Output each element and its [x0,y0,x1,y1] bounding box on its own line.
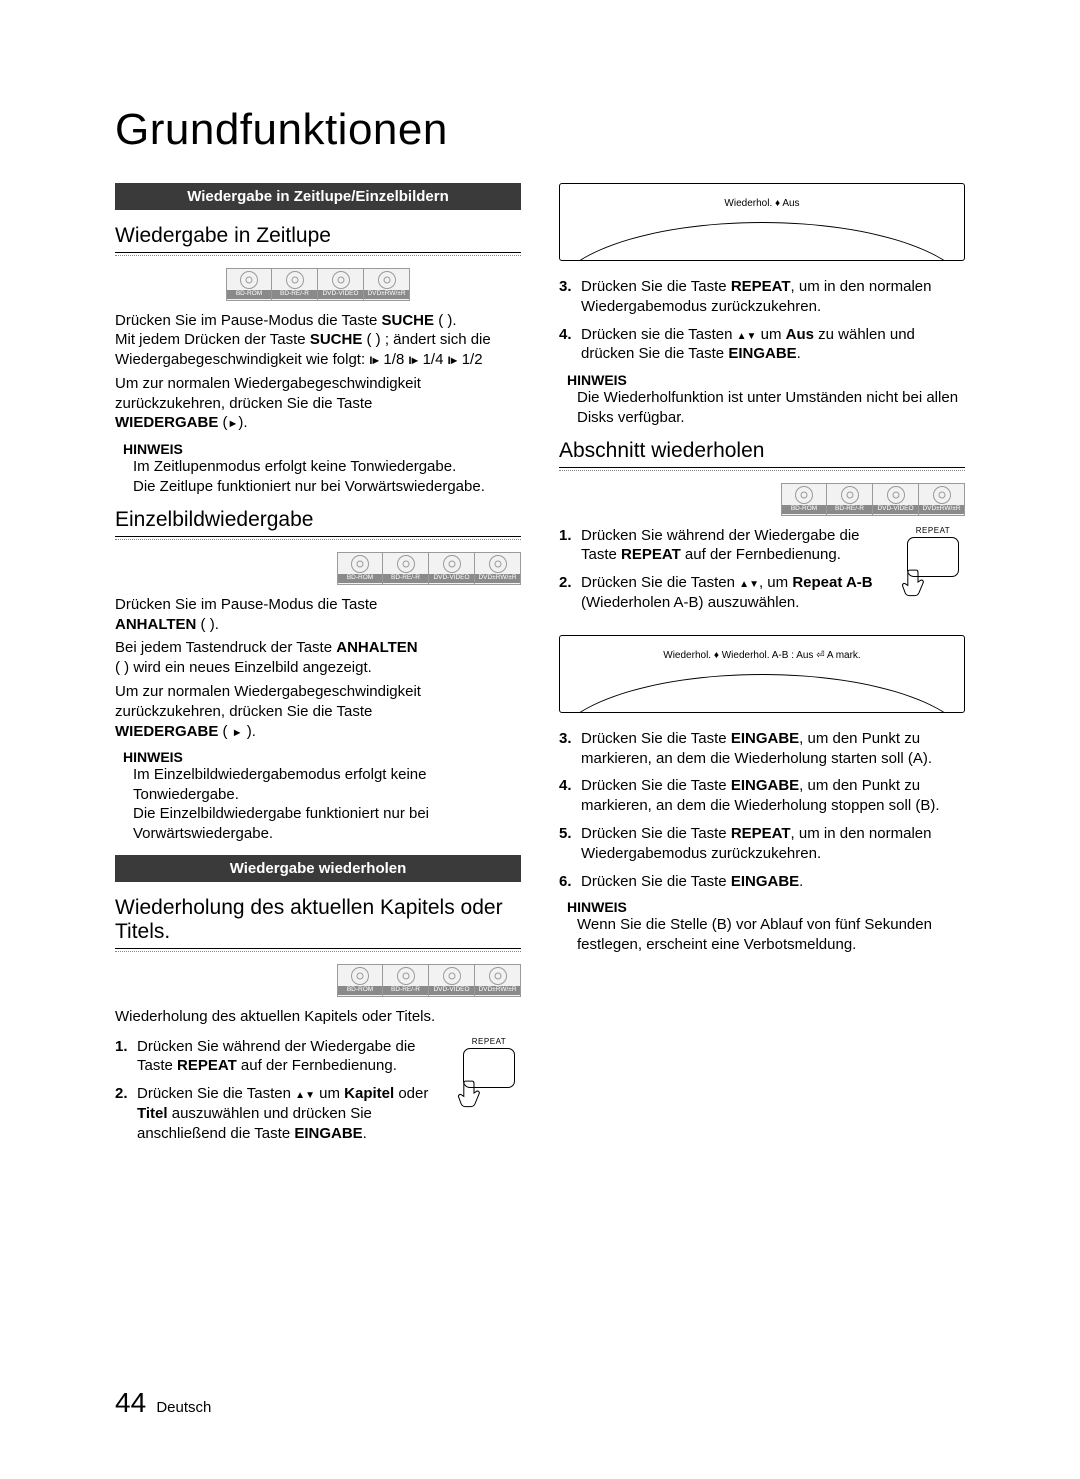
hinweis-label: HINWEIS [567,372,965,388]
list-item: 5. Drücken Sie die Taste REPEAT, um in d… [559,824,965,864]
disc-badge-row: BD-ROM BD-RE/-R DVD-VIDEO DVD±RW/±R [115,268,521,301]
heading-zeitlupe: Wiedergabe in Zeitlupe [115,224,521,248]
list-with-remote: REPEAT 1. Drücken Sie während der Wieder… [559,526,965,621]
heading-underline [559,467,965,471]
left-column: Wiedergabe in Zeitlupe/Einzelbildern Wie… [115,183,521,1152]
ordered-list: 3. Drücken Sie die Taste EINGABE, um den… [559,729,965,892]
paragraph: Um zur normalen Wiedergabegeschwindigkei… [115,682,521,741]
up-icon [295,1085,305,1102]
hinweis-label: HINWEIS [567,899,965,915]
osd-text: Wiederhol. ♦ Aus [560,184,964,209]
list-item: 4. Drücken sie die Tasten um Aus zu wähl… [559,325,965,365]
hinweis-body: Im Zeitlupenmodus erfolgt keine Tonwiede… [133,457,521,496]
paragraph: Drücken Sie im Pause-Modus die Taste SUC… [115,311,521,370]
paragraph: Drücken Sie im Pause-Modus die Taste ANH… [115,595,521,635]
disc-badge: DVD±RW/±R [475,552,521,585]
step-forward-icon [448,351,458,368]
osd-text: Wiederhol. ♦ Wiederhol. A-B : Aus ⏎ A ma… [560,636,964,661]
page-title: Grundfunktionen [115,105,965,155]
disc-badge: DVD-VIDEO [318,268,364,301]
step-forward-icon [408,351,418,368]
right-column: Wiederhol. ♦ Aus 3. Drücken Sie die Tast… [559,183,965,1152]
ordered-list: 3. Drücken Sie die Taste REPEAT, um in d… [559,277,965,364]
disc-badge: BD-RE/-R [383,552,429,585]
page: Grundfunktionen Wiedergabe in Zeitlupe/E… [0,0,1080,1479]
heading-underline [115,948,521,952]
paragraph: Wiederholung des aktuellen Kapitels oder… [115,1007,521,1027]
heading-underline [115,252,521,256]
heading-wiederholung: Wiederholung des aktuellen Kapitels oder… [115,896,521,944]
hinweis-label: HINWEIS [123,749,521,765]
disc-badge: DVD±RW/±R [475,964,521,997]
osd-display: Wiederhol. ♦ Wiederhol. A-B : Aus ⏎ A ma… [559,635,965,713]
disc-badge: BD-RE/-R [827,483,873,516]
disc-badge: BD-RE/-R [272,268,318,301]
list-item: 6. Drücken Sie die Taste EINGABE. [559,872,965,892]
list-item: 1. Drücken Sie während der Wiedergabe di… [559,526,965,566]
heading-einzelbild: Einzelbildwiedergabe [115,508,521,532]
list-item: 3. Drücken Sie die Taste REPEAT, um in d… [559,277,965,317]
disc-badge: DVD±RW/±R [919,483,965,516]
disc-badge: BD-ROM [337,552,383,585]
up-icon [737,326,747,343]
up-icon [739,574,749,591]
down-icon [747,326,757,343]
ordered-list: 1. Drücken Sie während der Wiedergabe di… [115,1037,521,1144]
play-icon [232,723,243,740]
disc-badge: BD-ROM [226,268,272,301]
osd-display: Wiederhol. ♦ Aus [559,183,965,261]
list-item: 4. Drücken Sie die Taste EINGABE, um den… [559,776,965,816]
osd-curve [559,222,965,261]
osd-curve [559,674,965,713]
hinweis-body: Wenn Sie die Stelle (B) vor Ablauf von f… [577,915,965,954]
paragraph: Bei jedem Tastendruck der Taste ANHALTEN… [115,638,521,678]
page-number: 44 [115,1387,146,1418]
section-bar-zeitlupe: Wiedergabe in Zeitlupe/Einzelbildern [115,183,521,210]
heading-abschnitt: Abschnitt wiederholen [559,439,965,463]
down-icon [305,1085,315,1102]
hinweis-label: HINWEIS [123,441,521,457]
disc-badge: DVD-VIDEO [429,964,475,997]
hinweis-body: Im Einzelbildwiedergabemodus erfolgt kei… [133,765,521,843]
content-columns: Wiedergabe in Zeitlupe/Einzelbildern Wie… [115,183,965,1152]
disc-badge: DVD-VIDEO [429,552,475,585]
list-item: 1. Drücken Sie während der Wiedergabe di… [115,1037,521,1077]
play-icon [228,414,239,431]
down-icon [749,574,759,591]
disc-badge: DVD±RW/±R [364,268,410,301]
list-item: 2. Drücken Sie die Tasten um Kapitel ode… [115,1084,521,1143]
disc-badge-row: BD-ROM BD-RE/-R DVD-VIDEO DVD±RW/±R [559,483,965,516]
paragraph: Um zur normalen Wiedergabegeschwindigkei… [115,374,521,433]
disc-badge: BD-ROM [337,964,383,997]
page-footer: 44 Deutsch [115,1387,211,1419]
step-forward-icon [369,351,379,368]
list-item: 3. Drücken Sie die Taste EINGABE, um den… [559,729,965,769]
disc-badge: BD-RE/-R [383,964,429,997]
disc-badge: BD-ROM [781,483,827,516]
list-with-remote: REPEAT 1. Drücken Sie während der Wieder… [115,1037,521,1152]
disc-badge-row: BD-ROM BD-RE/-R DVD-VIDEO DVD±RW/±R [115,552,521,585]
list-item: 2. Drücken Sie die Tasten , um Repeat A-… [559,573,965,613]
hinweis-body: Die Wiederholfunktion ist unter Umstände… [577,388,965,427]
section-bar-wiederholen: Wiedergabe wiederholen [115,855,521,882]
heading-underline [115,536,521,540]
disc-badge-row: BD-ROM BD-RE/-R DVD-VIDEO DVD±RW/±R [115,964,521,997]
page-language: Deutsch [156,1399,211,1416]
disc-badge: DVD-VIDEO [873,483,919,516]
